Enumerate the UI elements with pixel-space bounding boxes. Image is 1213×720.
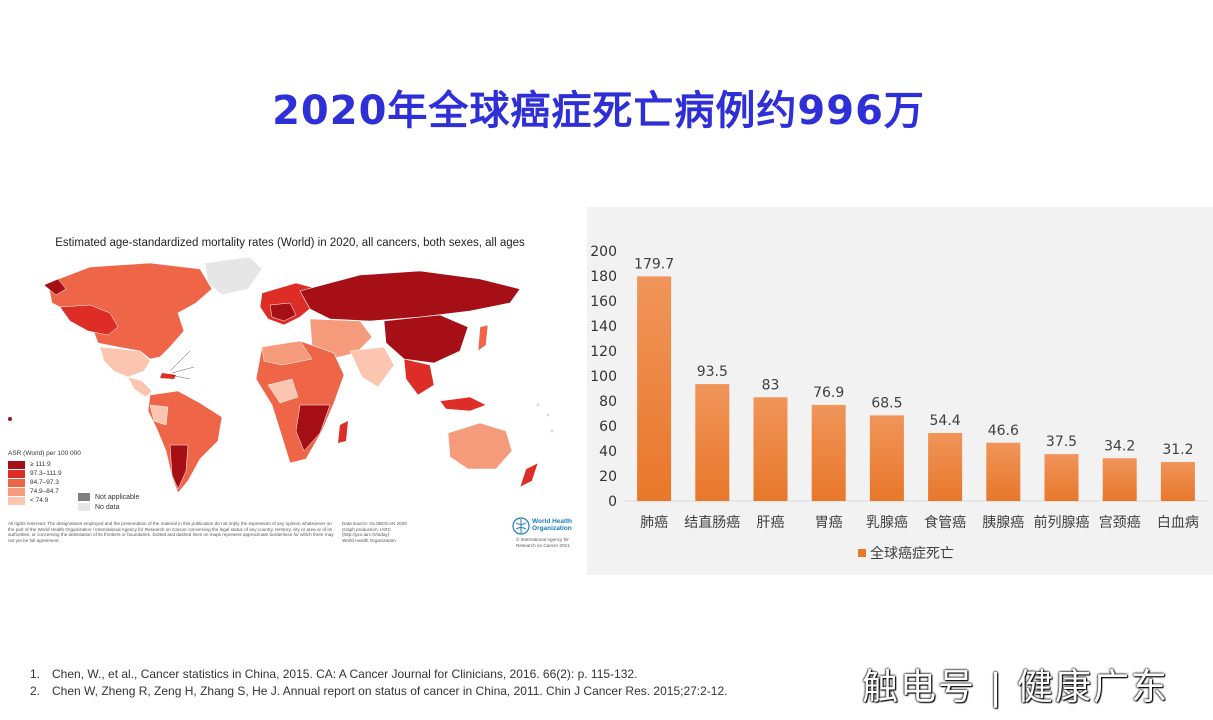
source-line: Graph production: IARC (342, 526, 392, 532)
bar (695, 384, 730, 501)
legend-label: 74.9–84.7 (30, 488, 59, 495)
data-label: 46.6 (988, 423, 1019, 439)
y-tick-label: 120 (590, 344, 617, 360)
y-tick-label: 140 (590, 319, 617, 335)
data-label: 93.5 (697, 364, 728, 380)
map-legend-extra: Not applicable No data (78, 492, 139, 512)
legend-label: 84.7–97.3 (30, 479, 59, 486)
world-map-panel: Estimated age-standardized mortality rat… (0, 225, 582, 570)
legend-item: 97.3–111.9 (8, 469, 81, 478)
y-tick-label: 180 (590, 269, 617, 285)
data-label: 31.2 (1162, 442, 1193, 458)
legend-swatch (8, 460, 25, 469)
bar-chart-panel: 0 20 40 60 80 100 120 140 160 180 200 179.7 肺癌 93.5 结直… (587, 207, 1213, 575)
data-label: 54.4 (930, 413, 961, 429)
legend-label: ≥ 111.9 (30, 461, 51, 468)
reference-item: 2. Chen W, Zheng R, Zeng H, Zhang S, He J… (30, 684, 728, 698)
references: 1. Chen, W., et al., Cancer statistics in… (30, 666, 728, 700)
chart-legend-label: 全球癌症死亡 (870, 545, 954, 562)
bar (753, 397, 788, 501)
x-tick-label: 前列腺癌 (1034, 514, 1090, 531)
who-emblem-icon (512, 517, 530, 535)
map-source: Data source: GLOBOCAN 2020 Graph producti… (342, 521, 427, 543)
legend-swatch (78, 493, 90, 501)
bar (1044, 454, 1079, 501)
y-tick-label: 60 (599, 419, 617, 435)
who-logo: World Health Organization © Internationa… (512, 517, 580, 563)
bar (986, 442, 1021, 501)
x-tick-label: 结直肠癌 (684, 514, 740, 531)
legend-title: ASR (World) per 100 000 (8, 450, 81, 457)
bar (637, 276, 672, 501)
x-tick-label: 胃癌 (815, 515, 843, 531)
map-disclaimer: All rights reserved. The designations em… (8, 521, 334, 543)
y-tick-label: 160 (590, 294, 617, 310)
y-tick-label: 80 (599, 394, 617, 410)
legend-item: < 74.9 (8, 496, 81, 505)
data-label: 37.5 (1046, 434, 1077, 450)
map-title: Estimated age-standardized mortality rat… (55, 237, 525, 249)
y-tick-label: 200 (590, 244, 617, 260)
bar (1102, 458, 1137, 501)
source-line: World Health Organization (342, 537, 396, 543)
map-legend: ASR (World) per 100 000 ≥ 111.9 97.3–111.… (8, 450, 81, 505)
data-label: 68.5 (871, 395, 902, 411)
who-name: World Health Organization (532, 518, 572, 532)
x-tick-label: 食管癌 (924, 514, 966, 531)
legend-label: Not applicable (95, 493, 140, 501)
bar (811, 404, 846, 501)
legend-label: 97.3–111.9 (30, 470, 62, 477)
legend-swatch (8, 478, 25, 487)
data-label: 34.2 (1104, 438, 1135, 454)
bar (1160, 462, 1195, 501)
legend-label: < 74.9 (30, 497, 49, 504)
legend-swatch (8, 487, 25, 496)
legend-item: Not applicable (78, 492, 139, 502)
data-label: 76.9 (813, 385, 844, 401)
legend-item: ≥ 111.9 (8, 460, 81, 469)
reference-item: 1. Chen, W., et al., Cancer statistics in… (30, 667, 638, 681)
x-tick-label: 肝癌 (757, 515, 785, 531)
x-tick-label: 白血病 (1157, 515, 1199, 531)
slide-title: 2020年全球癌症死亡病例约996万 (272, 88, 925, 134)
data-label: 179.7 (634, 256, 674, 272)
bar-chart: 0 20 40 60 80 100 120 140 160 180 200 179.7 肺癌 93.5 结直… (590, 244, 1207, 562)
iarc-credit: © International Agency for Research on C… (516, 537, 570, 548)
x-tick-label: 胰腺癌 (982, 515, 1024, 531)
legend-label: No data (95, 503, 120, 511)
legend-swatch (8, 469, 25, 478)
legend-swatch (78, 503, 90, 511)
y-tick-label: 100 (590, 369, 617, 385)
legend-swatch (8, 496, 25, 505)
legend-item: No data (78, 502, 139, 512)
source-line: (http://gco.iarc.fr/today) (342, 532, 390, 538)
x-tick-label: 肺癌 (640, 515, 668, 531)
y-tick-label: 0 (608, 494, 617, 510)
x-tick-label: 宫颈癌 (1099, 515, 1141, 531)
y-tick-label: 20 (599, 469, 617, 485)
legend-item: 74.9–84.7 (8, 487, 81, 496)
x-tick-label: 乳腺癌 (866, 515, 908, 531)
bar (869, 415, 904, 501)
source-line: Data source: GLOBOCAN 2020 (342, 521, 407, 526)
world-map-image (8, 256, 554, 494)
legend-swatch (858, 549, 866, 557)
bar (928, 433, 963, 501)
watermark: 触电号 | 健康广东 (862, 667, 1170, 708)
legend-item: 84.7–97.3 (8, 478, 81, 487)
data-label: 83 (762, 377, 780, 393)
y-tick-label: 40 (599, 444, 617, 460)
